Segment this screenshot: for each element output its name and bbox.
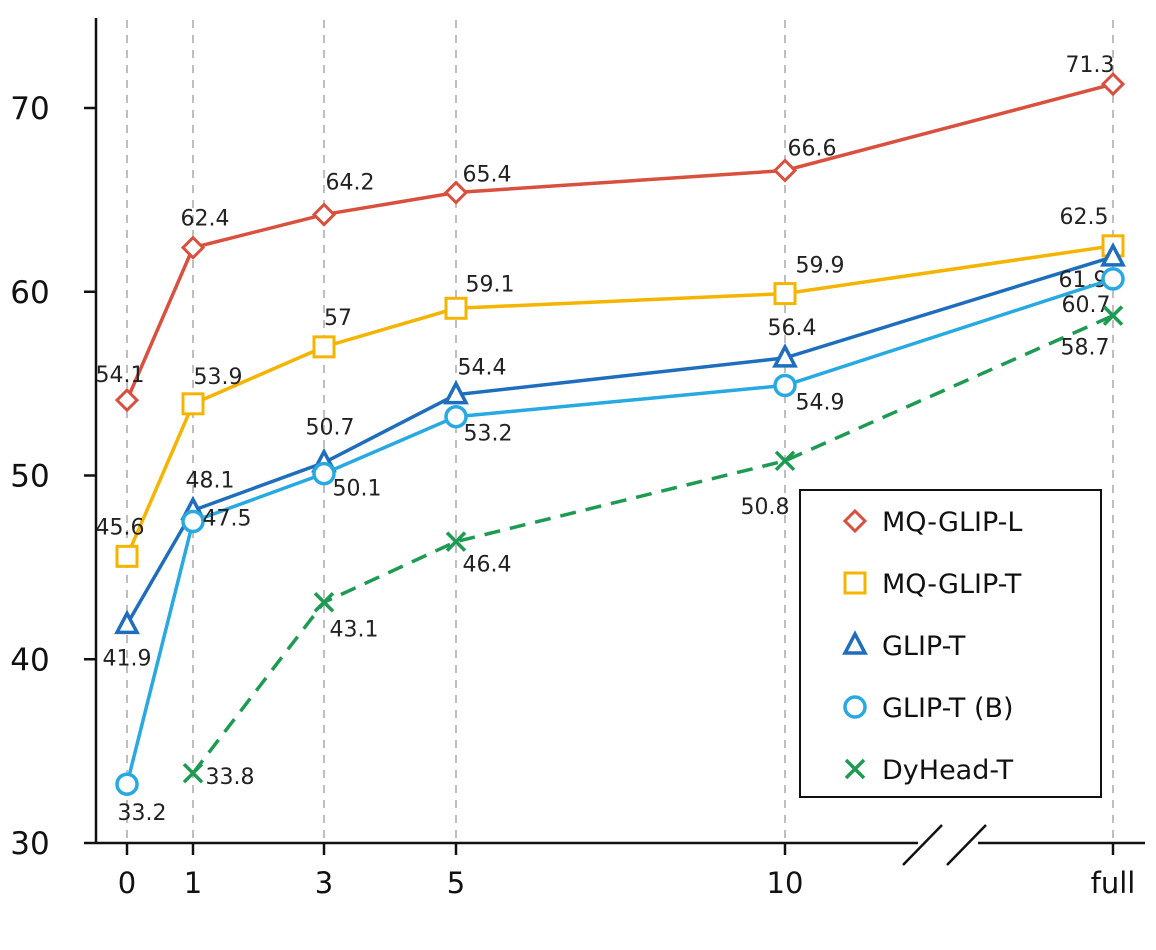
legend-label: MQ-GLIP-T [882,569,1022,600]
data-label: 33.8 [206,765,255,790]
diamond-marker [443,180,469,205]
x-marker-stroke [445,531,467,552]
triangle-marker [443,379,469,405]
series-mq-glip-t: 45.6 53.9 57 59.1 59.9 62.5 [96,205,1125,568]
axis-break-mark [946,824,987,866]
data-label: 45.6 [96,515,145,540]
data-label: 62.5 [1060,205,1109,230]
data-label: 47.5 [203,506,252,531]
series-dyhead-t: 33.8 43.1 46.4 50.8 58.7 [182,305,1124,790]
x-marker-stroke [1102,305,1124,326]
data-label: 54.9 [796,390,845,415]
data-label: 53.9 [194,365,243,390]
series-mq-glip-l: 54.1 62.4 64.2 65.4 66.6 71.3 [96,53,1126,413]
square-marker [312,335,336,359]
x-marker-stroke [182,762,204,784]
square-marker [181,392,205,416]
x-marker-stroke [844,758,866,780]
series-group: 54.1 62.4 64.2 65.4 66.6 71.3 45.6 53.9 57 59.1 59… [96,53,1126,826]
data-label: 54.1 [96,363,145,388]
x-marker [1102,305,1124,326]
data-label: 56.4 [768,316,817,341]
diamond-marker [842,508,868,534]
x-marker [313,592,335,613]
x-tick-label: 10 [767,866,804,900]
diamond-marker [180,235,206,260]
y-tick-label: 30 [10,826,49,862]
x-marker-stroke [774,450,796,472]
data-label: 53.2 [464,422,513,447]
legend-label: MQ-GLIP-L [882,507,1022,538]
diamond-marker [1100,71,1126,97]
circle-marker [1101,267,1125,291]
data-label: 57 [324,306,352,331]
diamond-marker [311,202,337,227]
square-marker [115,544,139,568]
data-label: 62.4 [181,207,230,232]
data-label: 66.6 [788,136,837,161]
data-label: 41.9 [103,646,152,671]
x-tick-label: 0 [118,866,136,900]
data-label: 54.4 [458,356,507,381]
diamond-marker [772,158,798,183]
x-tick-label: full [1091,866,1136,900]
legend: MQ-GLIP-L MQ-GLIP-T GLIP-T GLIP-T (B) DyHead… [799,489,1102,798]
square-marker [773,282,797,306]
square-marker [444,296,468,320]
x-tick-label: 5 [447,866,465,900]
data-label: 65.4 [463,163,512,188]
triangle-marker [842,630,868,655]
data-label: 50.7 [306,416,355,441]
series-line [191,314,1114,775]
series-line [125,82,1114,401]
data-label: 46.4 [463,553,512,578]
y-tick-label: 60 [10,275,49,311]
x-marker [774,450,796,472]
x-tick-label: 3 [315,866,333,900]
y-tick-label: 40 [10,642,49,678]
axis-break-mark [902,824,943,866]
legend-label: GLIP-T [882,631,966,662]
series-line [125,277,1114,785]
circle-marker [181,509,205,534]
circle-marker [312,461,336,486]
data-label: 33.2 [118,801,167,826]
circle-marker [843,695,867,719]
data-label: 59.1 [466,272,515,297]
x-tick-label: 1 [184,866,202,900]
series-glip-t-b-: 33.2 47.5 50.1 53.2 54.9 60.7 [115,267,1125,826]
x-marker-stroke [313,592,335,613]
data-label: 59.9 [796,254,845,279]
data-label: 50.1 [333,477,382,502]
data-label: 50.8 [741,495,790,520]
data-label: 60.7 [1062,293,1111,318]
data-label: 64.2 [326,171,375,196]
series-line [125,255,1114,626]
legend-label: GLIP-T (B) [882,693,1014,724]
circle-marker [115,772,139,796]
circle-marker [444,404,468,429]
legend-label: DyHead-T [882,755,1014,786]
triangle-marker [1100,242,1126,267]
data-label: 58.7 [1061,336,1110,361]
axis-break-gap [918,836,978,850]
data-label: 71.3 [1066,53,1115,78]
triangle-marker [114,609,140,635]
y-tick-label: 50 [10,459,49,495]
x-marker [445,531,467,552]
triangle-marker [772,343,798,368]
x-marker [844,758,866,780]
y-tick-label: 70 [10,91,49,127]
axes: 30 40 50 60 70 0 1 3 5 10 full [10,18,1145,900]
grid-lines [126,20,1114,843]
series-glip-t: 41.948.150.754.456.461.9 [103,242,1126,671]
diamond-marker [114,388,140,413]
circle-marker [773,373,797,398]
data-label: 48.1 [186,468,235,493]
series-line [125,244,1114,558]
x-marker [182,762,204,784]
square-marker [843,571,867,595]
data-label: 43.1 [330,617,379,642]
